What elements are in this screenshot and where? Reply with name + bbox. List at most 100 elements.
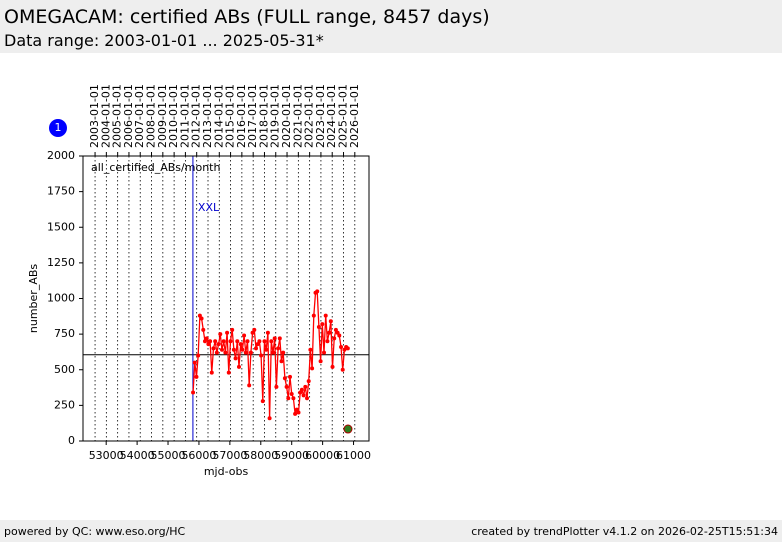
data-point (259, 353, 264, 358)
data-point (318, 359, 323, 364)
date-tick-label: 2026-01-01 (348, 84, 361, 148)
data-point (332, 336, 337, 341)
data-point (223, 350, 228, 355)
y-axis-label: number_ABs (27, 264, 40, 334)
data-point (277, 336, 282, 341)
data-point (235, 339, 240, 344)
y-tick-label: 1250 (47, 256, 75, 269)
data-point (213, 339, 218, 344)
date-tick-label: 2023-01-01 (314, 84, 327, 148)
header-band (0, 0, 782, 53)
data-point (322, 350, 327, 355)
y-tick-label: 750 (54, 327, 75, 340)
data-point (288, 374, 293, 379)
data-point (236, 364, 241, 369)
badge-text: 1 (55, 121, 62, 134)
data-point (204, 336, 209, 341)
date-tick-label: 2014-01-01 (212, 84, 225, 148)
date-tick-label: 2004-01-01 (99, 84, 112, 148)
date-tick-label: 2017-01-01 (246, 84, 259, 148)
data-point (328, 319, 333, 324)
x-tick-label: 56000 (181, 449, 216, 462)
data-point (308, 347, 313, 352)
data-point (194, 374, 199, 379)
y-tick-label: 1500 (47, 220, 75, 233)
data-point (216, 342, 221, 347)
date-tick-label: 2007-01-01 (133, 84, 146, 148)
data-point (316, 325, 321, 329)
data-point (296, 410, 301, 415)
data-point (325, 339, 330, 344)
data-point (214, 350, 219, 355)
data-point (272, 336, 277, 341)
data-point (208, 339, 213, 344)
data-point (238, 342, 243, 347)
date-tick-label: 2009-01-01 (156, 84, 169, 148)
data-point (225, 330, 230, 335)
data-point (233, 356, 238, 361)
data-point (301, 393, 306, 398)
date-tick-label: 2003-01-01 (88, 84, 101, 148)
data-point (267, 416, 272, 421)
data-point (327, 330, 332, 335)
data-point (345, 346, 350, 351)
data-point (240, 347, 245, 352)
y-tick-label: 0 (68, 434, 75, 447)
date-tick-label: 2010-01-01 (167, 84, 180, 148)
data-point (264, 347, 269, 352)
data-point (343, 424, 353, 434)
data-point (221, 339, 226, 344)
date-tick-label: 2012-01-01 (190, 84, 203, 148)
data-point (284, 384, 289, 389)
data-point (196, 353, 201, 358)
data-point (218, 332, 223, 337)
data-point (253, 346, 258, 351)
data-point (305, 396, 310, 401)
data-point (201, 327, 206, 332)
data-point (303, 384, 308, 389)
data-point (228, 339, 233, 344)
data-point (242, 333, 247, 338)
date-tick-label: 2008-01-01 (145, 84, 158, 148)
data-point (211, 346, 216, 351)
data-point (269, 339, 274, 344)
data-point (209, 370, 214, 375)
data-point (289, 391, 294, 396)
data-point (243, 350, 248, 355)
y-tick-label: 1000 (47, 292, 75, 305)
data-point (311, 313, 316, 318)
data-point (230, 327, 235, 332)
date-tick-label: 2018-01-01 (257, 84, 270, 148)
date-tick-label: 2006-01-01 (122, 84, 135, 148)
data-point (219, 347, 224, 352)
data-point (281, 350, 286, 355)
data-point (257, 339, 262, 344)
data-point (337, 333, 342, 338)
data-point (315, 289, 320, 294)
x-tick-label: 53000 (89, 449, 124, 462)
date-tick-label: 2015-01-01 (224, 84, 237, 148)
badge-circle (49, 119, 67, 137)
page-title: OMEGACAM: certified ABs (FULL range, 845… (4, 6, 490, 28)
data-point (260, 399, 265, 404)
y-tick-label: 250 (54, 398, 75, 411)
data-point (231, 347, 236, 352)
x-tick-label: 55000 (151, 449, 186, 462)
data-point (270, 350, 275, 355)
data-point (199, 316, 204, 321)
date-tick-label: 2019-01-01 (269, 84, 282, 148)
date-tick-label: 2021-01-01 (291, 84, 304, 148)
data-point (282, 376, 287, 381)
data-point (306, 379, 311, 384)
date-tick-label: 2020-01-01 (280, 84, 293, 148)
footer-band (0, 520, 782, 542)
data-point (339, 344, 344, 349)
annotation: all_certified_ABs/month (91, 161, 220, 174)
date-tick-label: 2024-01-01 (325, 84, 338, 148)
x-tick-label: 57000 (212, 449, 247, 462)
plot-frame (82, 155, 370, 442)
y-tick-label: 2000 (47, 149, 75, 162)
data-point (320, 322, 325, 327)
x-tick-label: 60000 (305, 449, 340, 462)
data-point (340, 367, 345, 372)
